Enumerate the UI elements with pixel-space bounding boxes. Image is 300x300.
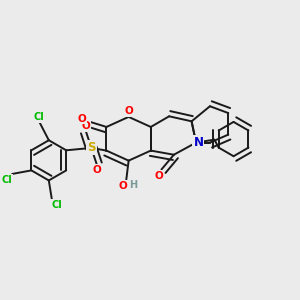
- Text: Cl: Cl: [2, 175, 12, 185]
- Text: H: H: [130, 180, 138, 190]
- Text: S: S: [87, 141, 96, 154]
- Text: O: O: [118, 181, 127, 191]
- Text: O: O: [78, 114, 87, 124]
- Text: Cl: Cl: [33, 112, 44, 122]
- Text: O: O: [125, 106, 134, 116]
- Text: N: N: [194, 136, 203, 149]
- Text: Cl: Cl: [52, 200, 62, 210]
- Text: O: O: [92, 165, 101, 175]
- Text: O: O: [154, 171, 163, 181]
- Text: O: O: [82, 121, 90, 131]
